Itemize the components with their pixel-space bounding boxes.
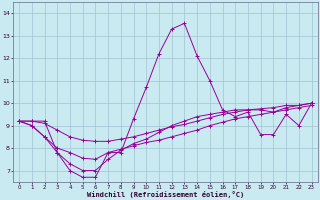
X-axis label: Windchill (Refroidissement éolien,°C): Windchill (Refroidissement éolien,°C) [87,191,244,198]
